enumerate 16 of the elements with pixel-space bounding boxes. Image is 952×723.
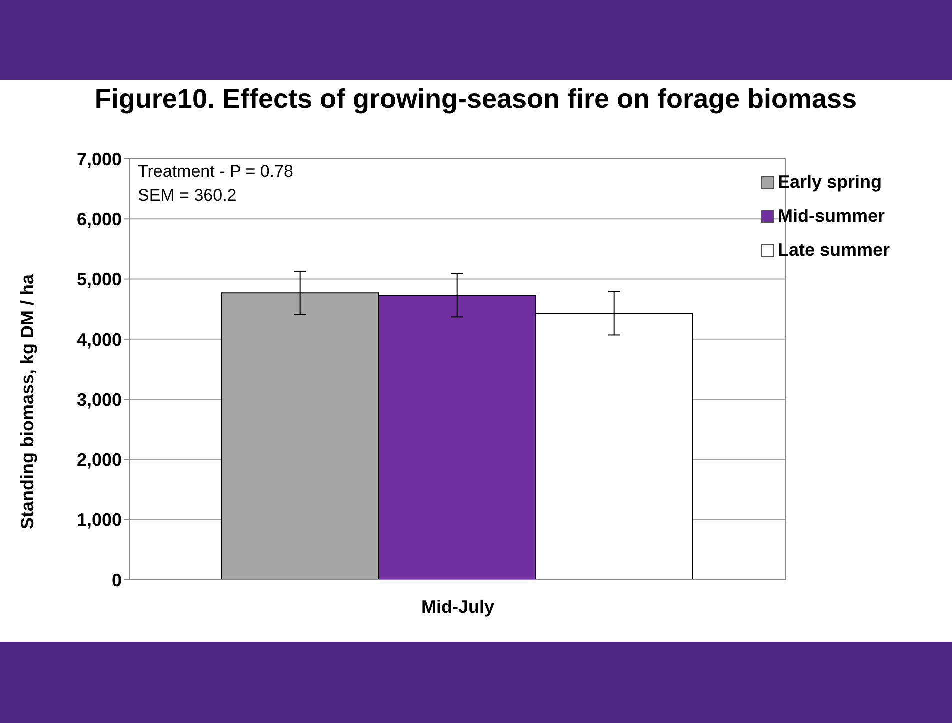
y-tick-label: 6,000 — [76, 210, 122, 230]
y-tick-label: 1,000 — [76, 510, 122, 530]
chart-title: Figure10. Effects of growing-season fire on forage biomass — [94, 84, 858, 115]
annotation: SEM = 360.2 — [138, 185, 238, 207]
y-tick-label: 2,000 — [76, 450, 122, 470]
legend-label: Mid-summer — [778, 206, 885, 226]
y-axis-title: Standing biomass, kg DM / ha — [17, 273, 38, 530]
annotation: Treatment - P = 0.78 — [138, 161, 294, 183]
y-tick-label: 7,000 — [76, 149, 122, 170]
y-tick-label: 3,000 — [76, 390, 122, 410]
y-tick-label: 0 — [112, 570, 122, 590]
y-tick-label: 5,000 — [76, 270, 122, 290]
y-tick-label: 4,000 — [76, 330, 122, 350]
text: Late summer — [778, 240, 890, 260]
x-tick-label: Mid-July — [421, 596, 494, 617]
legend-label: Early spring — [778, 172, 882, 192]
